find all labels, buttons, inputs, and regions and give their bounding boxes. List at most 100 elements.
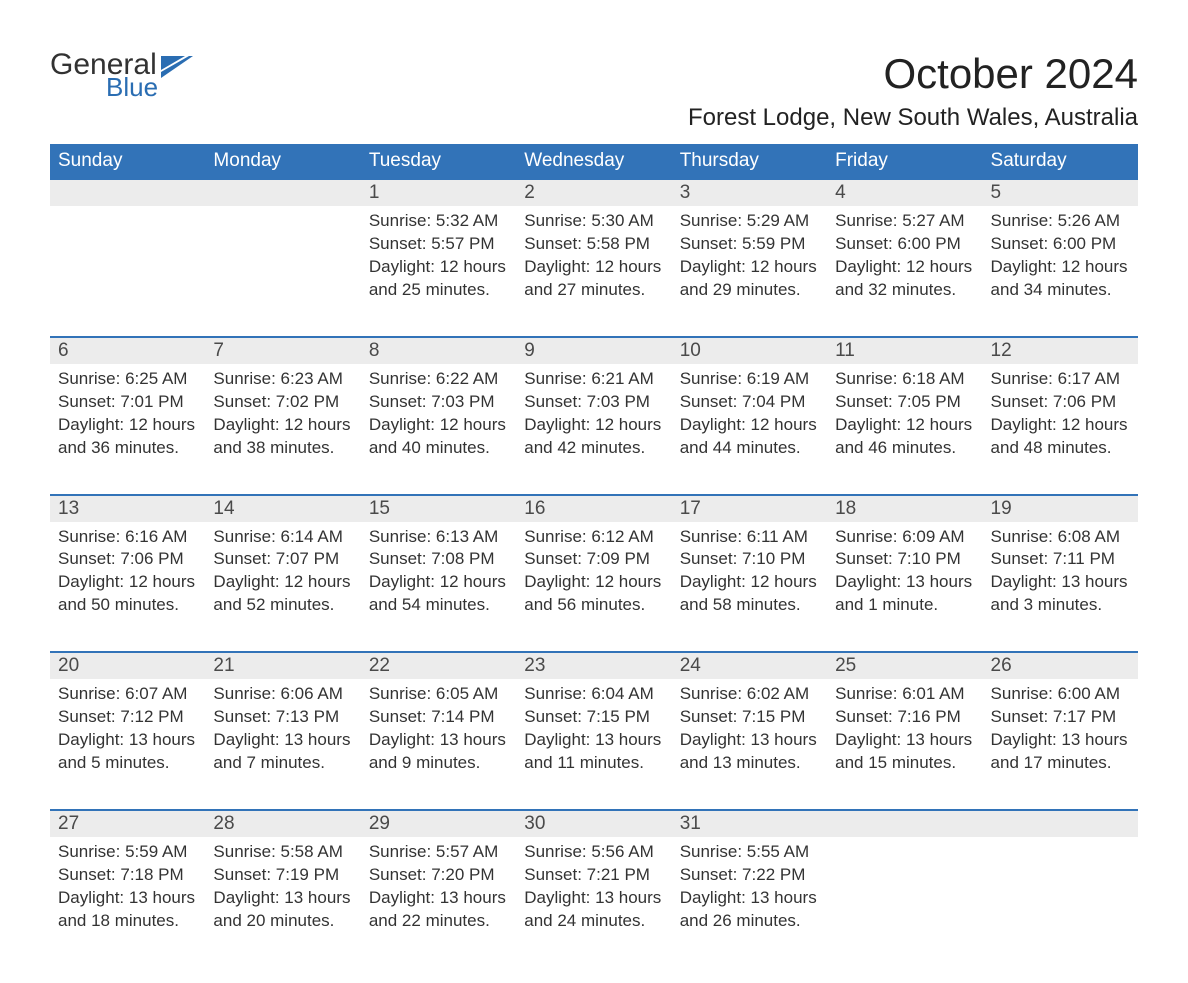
day-detail-line: Sunset: 7:04 PM (680, 391, 819, 414)
day-detail-line: Sunrise: 5:58 AM (213, 841, 352, 864)
day-detail-cell: Sunrise: 6:11 AMSunset: 7:10 PMDaylight:… (672, 522, 827, 653)
day-number-cell: 7 (205, 337, 360, 364)
day-detail-line: Sunrise: 6:22 AM (369, 368, 508, 391)
day-number-cell: 19 (983, 495, 1138, 522)
day-number-cell: 8 (361, 337, 516, 364)
day-number-cell: 20 (50, 652, 205, 679)
day-number-cell: 3 (672, 179, 827, 206)
day-detail-line: Sunset: 7:21 PM (524, 864, 663, 887)
day-detail-cell: Sunrise: 6:25 AMSunset: 7:01 PMDaylight:… (50, 364, 205, 495)
day-detail-line: Sunrise: 5:32 AM (369, 210, 508, 233)
day-detail-line: Daylight: 12 hours and 50 minutes. (58, 571, 197, 617)
day-detail-line: Sunrise: 6:16 AM (58, 526, 197, 549)
day-detail-line: Daylight: 12 hours and 32 minutes. (835, 256, 974, 302)
day-detail-line: Sunset: 7:19 PM (213, 864, 352, 887)
day-detail-line: Daylight: 12 hours and 36 minutes. (58, 414, 197, 460)
flag-icon (161, 56, 193, 82)
page-subtitle: Forest Lodge, New South Wales, Australia (688, 104, 1138, 132)
day-detail-line: Sunset: 7:18 PM (58, 864, 197, 887)
day-detail-line: Sunrise: 6:00 AM (991, 683, 1130, 706)
weekday-header: Sunday (50, 144, 205, 179)
day-detail-line: Sunset: 7:12 PM (58, 706, 197, 729)
day-detail-line: Sunset: 7:20 PM (369, 864, 508, 887)
day-detail-line: Sunset: 7:10 PM (680, 548, 819, 571)
day-detail-line: Sunrise: 5:59 AM (58, 841, 197, 864)
day-detail-line: Daylight: 12 hours and 34 minutes. (991, 256, 1130, 302)
day-detail-line: Sunrise: 5:29 AM (680, 210, 819, 233)
day-detail-line: Sunset: 7:02 PM (213, 391, 352, 414)
day-detail-cell: Sunrise: 5:59 AMSunset: 7:18 PMDaylight:… (50, 837, 205, 943)
weekday-header: Tuesday (361, 144, 516, 179)
day-detail-line: Sunrise: 5:26 AM (991, 210, 1130, 233)
day-detail-line: Sunset: 7:06 PM (991, 391, 1130, 414)
day-detail-line: Daylight: 13 hours and 13 minutes. (680, 729, 819, 775)
day-number-cell: 25 (827, 652, 982, 679)
day-detail-cell: Sunrise: 6:23 AMSunset: 7:02 PMDaylight:… (205, 364, 360, 495)
day-detail-cell: Sunrise: 6:14 AMSunset: 7:07 PMDaylight:… (205, 522, 360, 653)
day-detail-line: Sunrise: 5:27 AM (835, 210, 974, 233)
weekday-header: Monday (205, 144, 360, 179)
weekday-header: Wednesday (516, 144, 671, 179)
day-detail-cell: Sunrise: 6:12 AMSunset: 7:09 PMDaylight:… (516, 522, 671, 653)
day-detail-line: Sunrise: 5:30 AM (524, 210, 663, 233)
day-detail-line: Sunrise: 6:17 AM (991, 368, 1130, 391)
day-detail-line: Sunrise: 6:07 AM (58, 683, 197, 706)
day-detail-line: Sunset: 7:06 PM (58, 548, 197, 571)
day-detail-cell: Sunrise: 6:09 AMSunset: 7:10 PMDaylight:… (827, 522, 982, 653)
day-number-cell: 22 (361, 652, 516, 679)
day-detail-line: Sunrise: 5:55 AM (680, 841, 819, 864)
day-detail-cell (205, 206, 360, 337)
day-detail-line: Sunset: 7:14 PM (369, 706, 508, 729)
day-detail-line: Daylight: 13 hours and 17 minutes. (991, 729, 1130, 775)
day-detail-line: Sunrise: 6:06 AM (213, 683, 352, 706)
day-detail-line: Daylight: 12 hours and 25 minutes. (369, 256, 508, 302)
day-detail-line: Sunset: 7:03 PM (524, 391, 663, 414)
day-detail-cell: Sunrise: 6:08 AMSunset: 7:11 PMDaylight:… (983, 522, 1138, 653)
day-detail-line: Sunset: 6:00 PM (991, 233, 1130, 256)
week-detail-row: Sunrise: 5:32 AMSunset: 5:57 PMDaylight:… (50, 206, 1138, 337)
day-detail-line: Sunrise: 6:01 AM (835, 683, 974, 706)
header: General Blue October 2024 Forest Lodge, … (50, 50, 1138, 132)
week-daynum-row: 2728293031 (50, 810, 1138, 837)
day-detail-cell: Sunrise: 6:02 AMSunset: 7:15 PMDaylight:… (672, 679, 827, 810)
day-detail-line: Daylight: 13 hours and 11 minutes. (524, 729, 663, 775)
day-number-cell (983, 810, 1138, 837)
day-number-cell: 10 (672, 337, 827, 364)
day-detail-line: Sunset: 7:09 PM (524, 548, 663, 571)
week-detail-row: Sunrise: 6:25 AMSunset: 7:01 PMDaylight:… (50, 364, 1138, 495)
day-number-cell: 18 (827, 495, 982, 522)
day-detail-cell: Sunrise: 6:18 AMSunset: 7:05 PMDaylight:… (827, 364, 982, 495)
day-number-cell (50, 179, 205, 206)
day-detail-cell: Sunrise: 5:29 AMSunset: 5:59 PMDaylight:… (672, 206, 827, 337)
day-detail-line: Sunrise: 6:04 AM (524, 683, 663, 706)
day-detail-line: Sunset: 7:11 PM (991, 548, 1130, 571)
day-detail-cell: Sunrise: 6:16 AMSunset: 7:06 PMDaylight:… (50, 522, 205, 653)
day-detail-line: Sunset: 7:07 PM (213, 548, 352, 571)
day-detail-line: Sunrise: 6:14 AM (213, 526, 352, 549)
day-detail-line: Daylight: 12 hours and 42 minutes. (524, 414, 663, 460)
logo: General Blue (50, 50, 193, 100)
day-detail-line: Daylight: 12 hours and 54 minutes. (369, 571, 508, 617)
day-detail-line: Sunset: 7:05 PM (835, 391, 974, 414)
day-detail-cell: Sunrise: 6:06 AMSunset: 7:13 PMDaylight:… (205, 679, 360, 810)
day-detail-cell (50, 206, 205, 337)
day-detail-line: Daylight: 13 hours and 24 minutes. (524, 887, 663, 933)
day-number-cell: 13 (50, 495, 205, 522)
day-number-cell: 14 (205, 495, 360, 522)
day-detail-line: Daylight: 12 hours and 38 minutes. (213, 414, 352, 460)
calendar-table: SundayMondayTuesdayWednesdayThursdayFrid… (50, 144, 1138, 943)
day-detail-line: Daylight: 13 hours and 15 minutes. (835, 729, 974, 775)
day-detail-line: Sunset: 7:22 PM (680, 864, 819, 887)
day-number-cell: 1 (361, 179, 516, 206)
day-detail-line: Sunset: 5:57 PM (369, 233, 508, 256)
day-detail-cell: Sunrise: 5:27 AMSunset: 6:00 PMDaylight:… (827, 206, 982, 337)
day-detail-line: Sunset: 7:10 PM (835, 548, 974, 571)
day-number-cell: 16 (516, 495, 671, 522)
day-number-cell: 23 (516, 652, 671, 679)
day-detail-cell: Sunrise: 5:32 AMSunset: 5:57 PMDaylight:… (361, 206, 516, 337)
day-detail-line: Sunset: 7:16 PM (835, 706, 974, 729)
day-detail-line: Sunset: 6:00 PM (835, 233, 974, 256)
day-detail-line: Sunrise: 6:12 AM (524, 526, 663, 549)
day-detail-cell: Sunrise: 6:17 AMSunset: 7:06 PMDaylight:… (983, 364, 1138, 495)
day-detail-cell: Sunrise: 6:22 AMSunset: 7:03 PMDaylight:… (361, 364, 516, 495)
